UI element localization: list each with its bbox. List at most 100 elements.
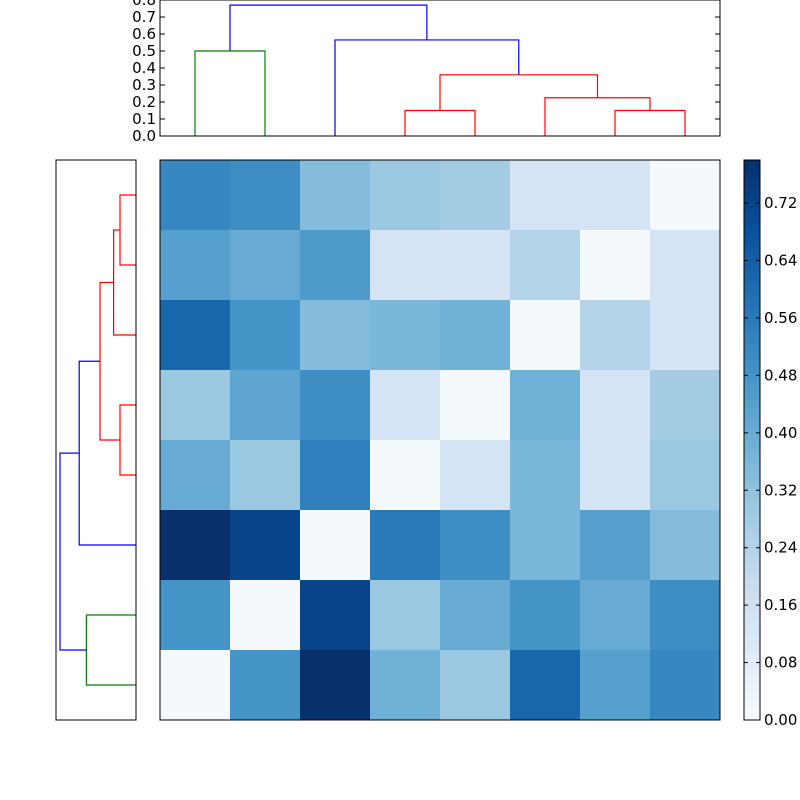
heatmap-cell [160, 230, 231, 301]
heatmap-cell [650, 160, 721, 231]
colorbar-tick-label: 0.16 [764, 596, 797, 614]
top-dendrogram-links [194, 4, 686, 136]
left-dendrogram-link [119, 404, 136, 476]
heatmap-cell [300, 160, 371, 231]
colorbar-tick-label: 0.24 [764, 539, 797, 557]
heatmap-cell [160, 370, 231, 441]
heatmap-cell [370, 510, 441, 581]
heatmap-cell [300, 370, 371, 441]
heatmap-cell [300, 230, 371, 301]
heatmap-cell [510, 580, 581, 651]
left-dendrogram-link [78, 360, 136, 546]
heatmap-cell [580, 440, 651, 511]
heatmap-cell [440, 440, 511, 511]
left-dendrogram-link [59, 452, 87, 651]
heatmap-cell [580, 160, 651, 231]
heatmap-cell [300, 440, 371, 511]
colorbar-tick-label: 0.72 [764, 194, 797, 212]
colorbar-tick-label: 0.32 [764, 481, 797, 499]
top-dendrogram-y-tick-label: 0.7 [132, 8, 156, 26]
heatmap-cell [160, 160, 231, 231]
colorbar-tick-label: 0.08 [764, 654, 797, 672]
heatmap-cell [230, 230, 301, 301]
top-dendrogram-y-tick-label: 0.0 [132, 127, 156, 145]
top-dendrogram-frame [159, 0, 721, 137]
heatmap-cell [370, 580, 441, 651]
heatmap-cell [510, 160, 581, 231]
colorbar-tick-label: 0.56 [764, 309, 797, 327]
heatmap-cell [510, 370, 581, 441]
heatmap-cell [440, 160, 511, 231]
left-dendrogram-frame [55, 159, 137, 721]
heatmap-cell [370, 440, 441, 511]
heatmap-cell [650, 230, 721, 301]
heatmap-cell [160, 650, 231, 721]
heatmap-cell [440, 510, 511, 581]
top-dendrogram-y-axis: 0.00.10.20.30.40.50.60.70.8 [132, 0, 720, 145]
heatmap-cell [580, 580, 651, 651]
colorbar-tick-label: 0.00 [764, 711, 797, 729]
heatmap-cell [300, 510, 371, 581]
top-dendrogram-link [544, 97, 651, 136]
heatmap-cell [650, 440, 721, 511]
colorbar-frame [743, 159, 761, 721]
colorbar-tick-label: 0.48 [764, 366, 797, 384]
heatmap-cell [300, 580, 371, 651]
heatmap-cell [370, 370, 441, 441]
top-dendrogram-link [614, 109, 686, 136]
heatmap-cell [580, 230, 651, 301]
heatmap-cell [440, 580, 511, 651]
heatmap-cell [580, 370, 651, 441]
left-dendrogram-link [113, 229, 136, 336]
heatmap-frame [159, 159, 721, 721]
top-dendrogram-y-tick-label: 0.1 [132, 110, 156, 128]
heatmap-cell [160, 300, 231, 371]
colorbar-tick-label: 0.40 [764, 424, 797, 442]
heatmap-cell [510, 300, 581, 371]
heatmap-cell [580, 300, 651, 371]
left-dendrogram-link [85, 614, 136, 686]
heatmap-cell [510, 440, 581, 511]
heatmap-cell [230, 300, 301, 371]
heatmap-cell [230, 160, 301, 231]
colorbar-gradient [744, 160, 760, 720]
top-dendrogram-link [439, 74, 599, 111]
top-dendrogram-y-tick-label: 0.5 [132, 42, 156, 60]
heatmap-cell [440, 300, 511, 371]
left-dendrogram-link [119, 194, 136, 266]
heatmap-cell [510, 510, 581, 581]
heatmap-cell [440, 370, 511, 441]
top-dendrogram-link [229, 4, 428, 51]
heatmap-cell [580, 510, 651, 581]
top-dendrogram-link [194, 50, 266, 136]
heatmap-cell [370, 300, 441, 371]
left-dendrogram-link [99, 281, 120, 441]
heatmap-cell [370, 230, 441, 301]
heatmap-cell [230, 650, 301, 721]
top-dendrogram: 0.00.10.20.30.40.50.60.70.8 [132, 0, 721, 145]
heatmap-cell [160, 580, 231, 651]
top-dendrogram-y-tick-label: 0.3 [132, 76, 156, 94]
heatmap-cell [650, 510, 721, 581]
heatmap-cell [510, 650, 581, 721]
heatmap-cell [650, 580, 721, 651]
heatmap-cell [300, 300, 371, 371]
left-dendrogram [55, 159, 137, 721]
heatmap-cell [510, 230, 581, 301]
heatmap-cell [650, 370, 721, 441]
heatmap-cell [370, 160, 441, 231]
colorbar-tick-label: 0.64 [764, 252, 797, 270]
heatmap-cells [160, 160, 721, 721]
heatmap-cell [370, 650, 441, 721]
heatmap-cell [650, 650, 721, 721]
heatmap-cell [300, 650, 371, 721]
heatmap-cell [230, 370, 301, 441]
colorbar-ticks: 0.00 0.08 0.16 0.24 0.32 0.40 0.48 0.56 0.64 0.72 [744, 194, 797, 729]
heatmap-cell [160, 510, 231, 581]
heatmap-cell [160, 440, 231, 511]
heatmap-cell [440, 230, 511, 301]
heatmap-cell [230, 510, 301, 581]
top-dendrogram-link [334, 39, 520, 136]
heatmap-cell [230, 580, 301, 651]
